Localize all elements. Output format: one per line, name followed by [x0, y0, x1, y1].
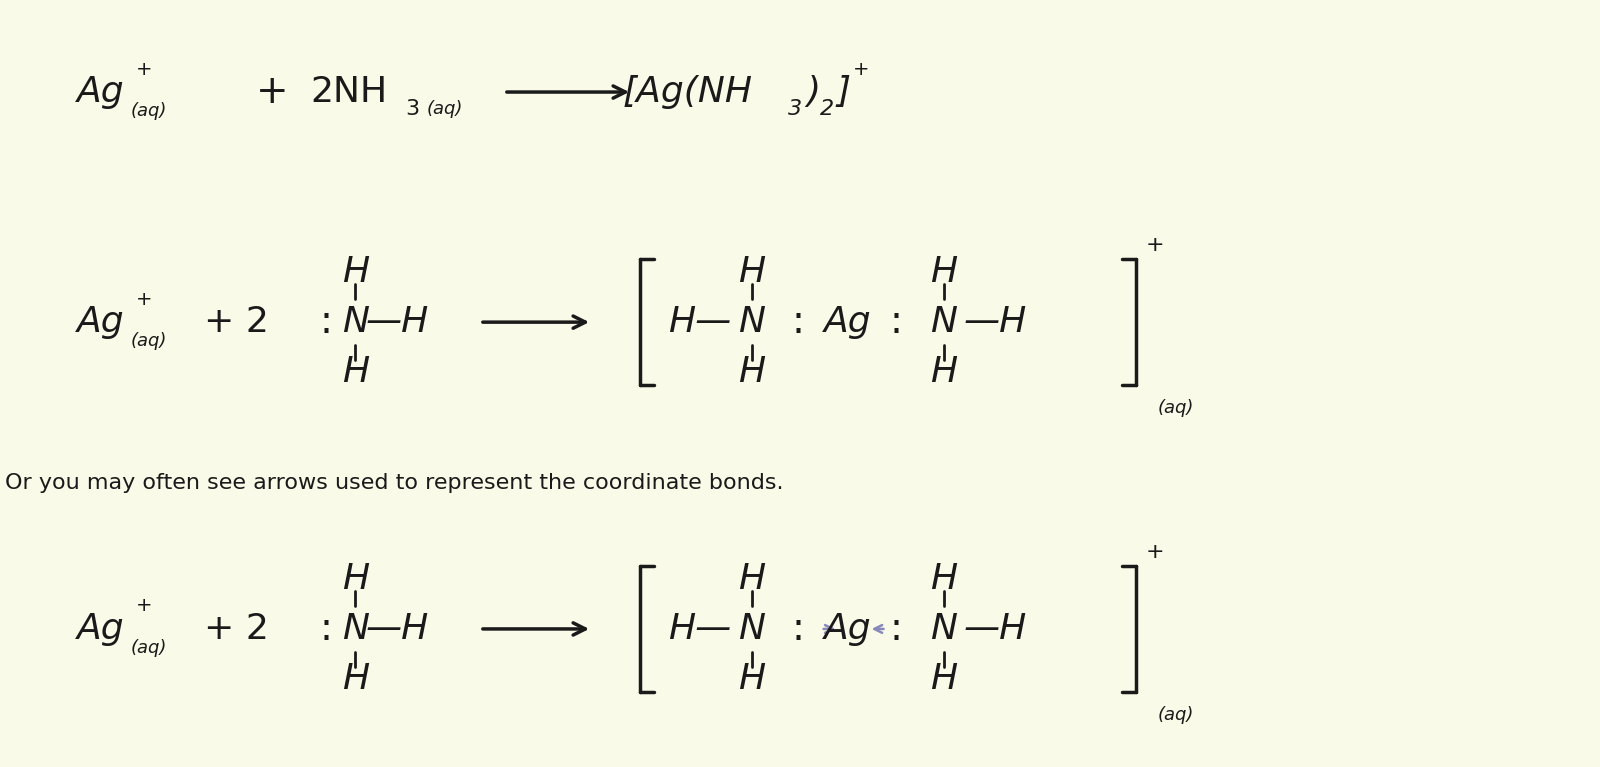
Text: +: + [1146, 235, 1165, 255]
Text: :: : [890, 610, 902, 648]
Text: N: N [342, 612, 368, 646]
Text: Ag: Ag [77, 305, 125, 339]
Text: —H: —H [963, 305, 1027, 339]
Text: N: N [739, 612, 765, 646]
Text: (aq): (aq) [1158, 399, 1194, 417]
Text: Ag: Ag [77, 75, 125, 109]
Text: —H: —H [365, 612, 429, 646]
Text: 3: 3 [406, 99, 419, 119]
Text: H—: H— [667, 305, 731, 339]
Text: ): ) [806, 75, 819, 109]
Text: H: H [342, 255, 368, 289]
Text: + 2: + 2 [205, 612, 269, 646]
Text: 2NH: 2NH [310, 75, 387, 109]
Text: H: H [739, 662, 765, 696]
Text: +: + [136, 290, 152, 308]
Text: ]: ] [837, 75, 850, 109]
Text: H: H [342, 662, 368, 696]
Text: + 2: + 2 [205, 305, 269, 339]
Text: :: : [320, 303, 333, 341]
Text: :: : [792, 303, 805, 341]
Text: :: : [890, 303, 902, 341]
Text: H: H [931, 255, 957, 289]
Text: +: + [1146, 542, 1165, 562]
Text: N: N [931, 305, 957, 339]
Text: Ag: Ag [77, 612, 125, 646]
Text: H: H [342, 355, 368, 389]
Text: 3: 3 [789, 99, 802, 119]
Text: (aq): (aq) [1158, 706, 1194, 724]
Text: H: H [931, 662, 957, 696]
Text: N: N [931, 612, 957, 646]
Text: +: + [256, 73, 288, 111]
Text: +: + [136, 60, 152, 78]
Text: H: H [739, 355, 765, 389]
Text: (aq): (aq) [131, 639, 166, 657]
Text: 2: 2 [821, 99, 834, 119]
Text: [Ag(NH: [Ag(NH [622, 75, 754, 109]
Text: Or you may often see arrows used to represent the coordinate bonds.: Or you may often see arrows used to repr… [5, 473, 784, 493]
Text: (aq): (aq) [427, 100, 462, 118]
Text: N: N [342, 305, 368, 339]
Text: :: : [320, 610, 333, 648]
Text: —H: —H [365, 305, 429, 339]
Text: +: + [136, 597, 152, 615]
Text: Ag: Ag [824, 305, 872, 339]
Text: Ag: Ag [824, 612, 872, 646]
Text: H: H [931, 562, 957, 596]
Text: (aq): (aq) [131, 332, 166, 351]
Text: +: + [853, 60, 869, 78]
Text: H: H [739, 255, 765, 289]
Text: H: H [739, 562, 765, 596]
Text: N: N [739, 305, 765, 339]
Text: H: H [342, 562, 368, 596]
Text: H: H [931, 355, 957, 389]
Text: :: : [792, 610, 805, 648]
Text: —H: —H [963, 612, 1027, 646]
Text: H—: H— [667, 612, 731, 646]
Text: (aq): (aq) [131, 102, 166, 120]
